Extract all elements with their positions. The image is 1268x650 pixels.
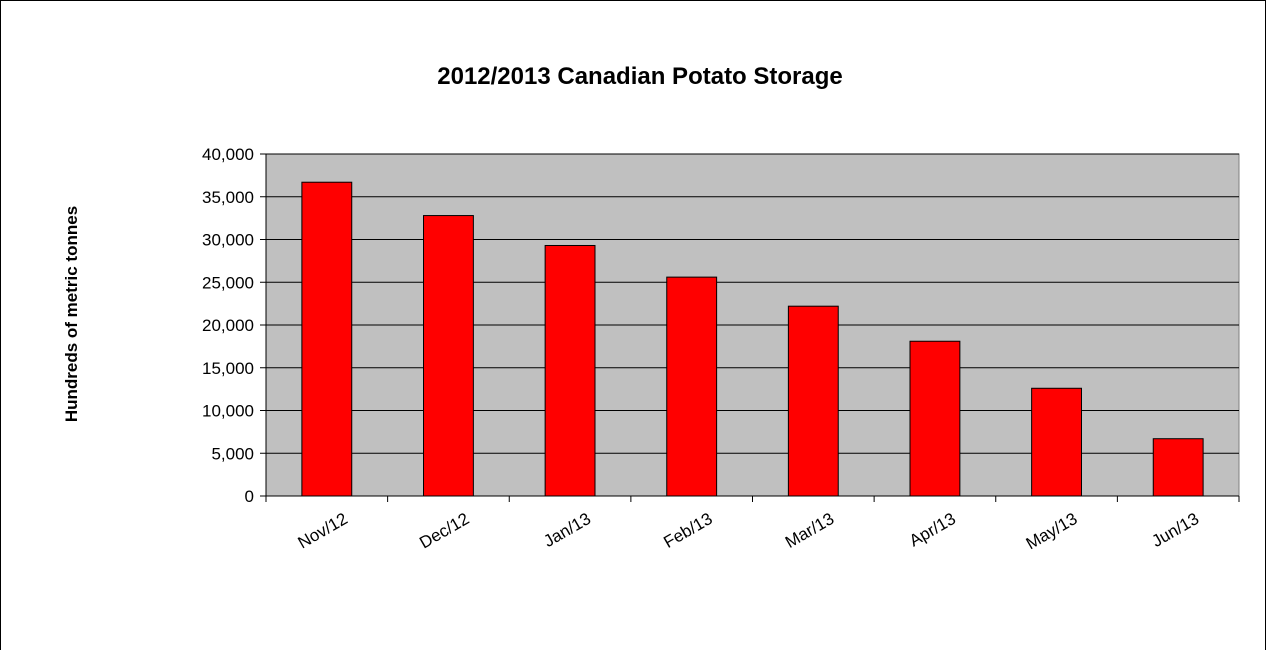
- x-tick-label: Feb/13: [660, 509, 715, 552]
- y-axis-ticks: 0 5,000 10,000 15,000 20,000 25,000 30,000 35,0…: [202, 145, 266, 506]
- y-tick-label: 15,000: [202, 359, 254, 378]
- y-axis-label: Hundreds of metric tonnes: [62, 206, 81, 422]
- x-axis-ticks: Nov/12 Dec/12 Jan/13 Feb/13 Mar/13 Apr/13 May/…: [265, 496, 1240, 553]
- y-tick-label: 40,000: [202, 145, 254, 164]
- y-tick-label: 0: [245, 487, 254, 506]
- chart-title: 2012/2013 Canadian Potato Storage: [437, 63, 843, 90]
- bar-jun-13: [1152, 438, 1204, 497]
- x-tick-label: Mar/13: [782, 509, 837, 552]
- x-tick-label: Dec/12: [416, 509, 472, 552]
- bar-mar-13: [787, 305, 839, 497]
- bars: [301, 181, 1204, 497]
- bar-apr-13: [909, 340, 961, 497]
- y-tick-label: 30,000: [202, 231, 254, 250]
- bar-feb-13: [666, 276, 718, 497]
- x-tick-label: May/13: [1023, 509, 1081, 553]
- x-tick-label: Jan/13: [540, 509, 594, 551]
- y-tick-label: 35,000: [202, 188, 254, 207]
- x-tick-label: Jun/13: [1148, 509, 1202, 551]
- x-tick-label: Apr/13: [906, 509, 959, 551]
- y-tick-label: 20,000: [202, 316, 254, 335]
- y-tick-label: 5,000: [211, 444, 254, 463]
- bar-dec-12: [423, 215, 474, 497]
- bar-jan-13: [544, 244, 596, 497]
- x-tick-label: Nov/12: [295, 509, 351, 552]
- bar-may-13: [1031, 387, 1082, 497]
- y-tick-label: 25,000: [202, 273, 254, 292]
- y-tick-label: 10,000: [202, 402, 254, 421]
- bar-nov-12: [301, 181, 353, 497]
